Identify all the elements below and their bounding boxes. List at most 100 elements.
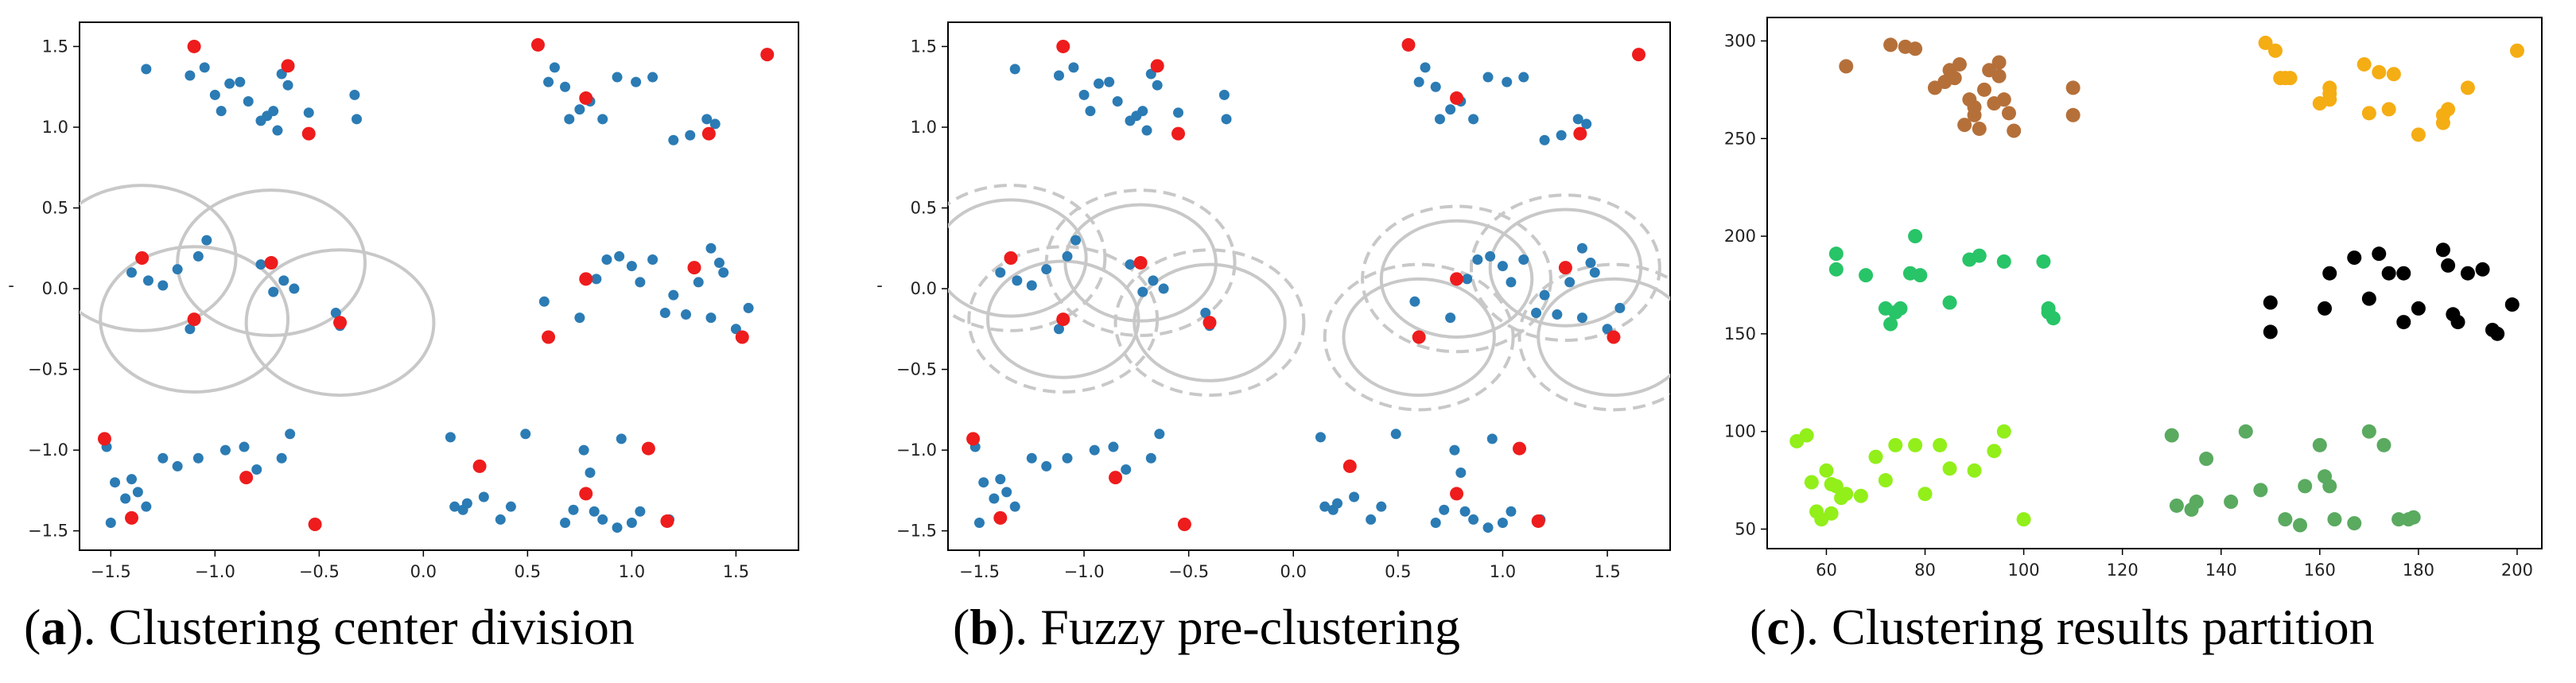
b-data-point-39 xyxy=(1137,286,1148,297)
c-cluster-1-point-11 xyxy=(1967,99,1982,114)
b-data-point-60 xyxy=(1614,302,1626,313)
c-cluster-6-point-8 xyxy=(2278,512,2293,527)
a-ylabel: - xyxy=(8,276,14,295)
b-data-point-91 xyxy=(1482,522,1494,534)
a-cluster-center-12 xyxy=(687,261,701,275)
c-ytick-label-3: 200 xyxy=(1724,227,1756,246)
a-data-point-31 xyxy=(126,267,138,278)
b-range-circle-7 xyxy=(1113,248,1306,398)
a-cluster-center-22 xyxy=(660,514,674,528)
b-cluster-center-4 xyxy=(1450,91,1464,105)
a-data-point-15 xyxy=(255,115,266,126)
a-cluster-center-2 xyxy=(301,126,316,141)
b-xtick-label-1: −1.0 xyxy=(1064,562,1105,581)
a-cluster-center-10 xyxy=(333,316,348,330)
a-data-point-44 xyxy=(538,296,550,307)
a-data-point-5 xyxy=(235,76,246,87)
points-c xyxy=(1789,35,2524,533)
a-data-point-61 xyxy=(705,243,717,254)
c-cluster-4-point-2 xyxy=(2318,301,2333,316)
a-data-point-57 xyxy=(713,258,725,269)
a-data-point-74 xyxy=(276,452,287,464)
points-a xyxy=(101,62,754,534)
c-cluster-6-point-11 xyxy=(2312,437,2327,452)
c-cluster-4-point-18 xyxy=(2490,326,2505,341)
a-ytick-label-2: −0.5 xyxy=(28,360,68,379)
b-range-circle-8 xyxy=(1342,277,1496,398)
a-data-point-64 xyxy=(120,493,131,504)
panel-c: 60 80 100 120 140 160 180 20050100150200250300 … xyxy=(1724,17,2543,655)
c-cluster-5-point-12 xyxy=(1878,473,1893,488)
b-data-point-23 xyxy=(1468,114,1479,125)
b-cluster-center-8 xyxy=(1056,312,1070,327)
a-xtick-label-6: 1.5 xyxy=(723,562,749,581)
b-data-point-3 xyxy=(1085,106,1096,117)
a-xtick-label-0: −1.5 xyxy=(91,562,131,581)
a-data-point-42 xyxy=(330,308,341,319)
b-data-point-82 xyxy=(1366,514,1377,525)
a-range-circle-3 xyxy=(244,248,436,398)
b-range-circle-13 xyxy=(1469,193,1661,343)
a-data-point-66 xyxy=(132,487,143,498)
a-xtick-label-1: −1.0 xyxy=(195,562,235,581)
c-cluster-3-point-10 xyxy=(1972,248,1987,263)
b-data-point-8 xyxy=(1137,106,1148,117)
a-data-point-16 xyxy=(209,89,220,100)
c-cluster-2-point-1 xyxy=(2267,43,2283,58)
c-cluster-3-point-15 xyxy=(2041,305,2056,320)
c-cluster-2-point-11 xyxy=(2381,102,2396,117)
c-cluster-1-point-21 xyxy=(2065,80,2081,95)
c-cluster-5-point-18 xyxy=(1967,463,1982,478)
a-cluster-center-3 xyxy=(530,37,545,52)
a-data-point-86 xyxy=(568,504,579,515)
c-cluster-6-point-18 xyxy=(2391,512,2407,527)
a-data-point-36 xyxy=(192,250,204,262)
b-data-point-41 xyxy=(1158,283,1169,294)
b-data-point-55 xyxy=(1564,277,1576,288)
b-data-point-72 xyxy=(1108,441,1119,452)
b-data-point-87 xyxy=(1449,444,1460,456)
b-data-point-89 xyxy=(1459,506,1471,517)
b-data-point-57 xyxy=(1585,258,1596,269)
a-data-point-78 xyxy=(449,501,460,512)
b-cluster-center-12 xyxy=(1558,261,1572,275)
c-ytick-label-4: 250 xyxy=(1724,129,1756,148)
panel-a: −1.5 −1.0 −0.5 0.0 0.5 1.0 1.5 −1.5 −1.0 −0.5 0.0 0… xyxy=(8,21,799,655)
c-cluster-5-point-21 xyxy=(2016,512,2031,527)
a-data-point-55 xyxy=(693,277,704,288)
b-data-point-94 xyxy=(1506,506,1517,517)
c-cluster-6-point-0 xyxy=(2164,428,2179,443)
a-data-point-53 xyxy=(668,289,679,301)
c-cluster-4-point-6 xyxy=(2372,246,2387,262)
a-data-point-83 xyxy=(505,501,516,512)
a-data-point-38 xyxy=(255,259,266,270)
caption-c: (c). Clustering results partition xyxy=(1750,599,2375,655)
b-data-point-18 xyxy=(1420,62,1431,73)
b-data-point-27 xyxy=(1539,134,1550,146)
c-cluster-2-point-13 xyxy=(2411,127,2426,142)
b-cluster-center-18 xyxy=(1177,518,1191,532)
a-data-point-6 xyxy=(243,95,254,107)
a-ytick-label-5: 1.0 xyxy=(42,118,68,137)
c-cluster-1-point-0 xyxy=(1839,59,1854,74)
b-xtick-label-4: 0.5 xyxy=(1385,562,1411,581)
a-data-point-35 xyxy=(185,324,196,335)
c-cluster-6-point-3 xyxy=(2189,495,2204,510)
b-ytick-label-4: 0.5 xyxy=(911,199,937,218)
c-cluster-1-point-1 xyxy=(1883,37,1898,52)
b-data-point-14 xyxy=(1221,114,1232,125)
b-xtick-label-5: 1.0 xyxy=(1490,562,1516,581)
c-cluster-5-point-13 xyxy=(1888,437,1903,452)
a-cluster-center-20 xyxy=(579,487,593,501)
b-data-point-70 xyxy=(1062,452,1073,464)
a-data-point-80 xyxy=(461,498,472,509)
caption-a: (a). Clustering center division xyxy=(24,599,635,655)
a-data-point-14 xyxy=(351,114,362,125)
b-data-point-66 xyxy=(1001,487,1012,498)
c-cluster-6-point-4 xyxy=(2199,452,2214,467)
a-ytick-label-1: −1.0 xyxy=(28,440,68,460)
b-cluster-center-6 xyxy=(1632,48,1646,62)
a-data-point-27 xyxy=(668,134,679,146)
a-data-point-34 xyxy=(172,264,183,275)
a-data-point-65 xyxy=(126,474,138,485)
